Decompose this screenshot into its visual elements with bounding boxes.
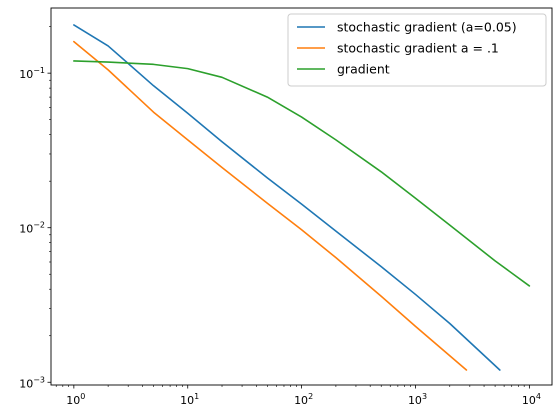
legend-box — [287, 13, 547, 87]
x-tick-label: 100 — [66, 392, 85, 407]
series-layer — [73, 24, 531, 371]
plot-area — [50, 7, 553, 386]
y-axis: 10−3 10−2 10−1 — [19, 26, 51, 390]
legend-label-1: stochastic gradient (a=0.05) — [337, 20, 517, 35]
x-tick-label: 104 — [522, 392, 541, 407]
y-tick-label: 10−2 — [19, 221, 45, 236]
y-tick-label: 10−1 — [19, 66, 45, 81]
series-line-1 — [73, 24, 501, 371]
x-tick-label: 102 — [294, 392, 313, 407]
legend-label-2: stochastic gradient a = .1 — [337, 41, 499, 56]
legend: stochastic gradient (a=0.05) stochastic g… — [287, 13, 547, 87]
legend-label-3: gradient — [337, 62, 390, 77]
series-line-3 — [73, 60, 531, 287]
y-tick-label: 10−3 — [19, 375, 45, 390]
legend-entries: stochastic gradient (a=0.05) stochastic g… — [297, 20, 517, 77]
x-axis: 100 101 102 103 104 — [55, 385, 541, 407]
x-tick-label: 103 — [408, 392, 427, 407]
series-line-2 — [73, 40, 468, 371]
x-tick-label: 101 — [180, 392, 199, 407]
